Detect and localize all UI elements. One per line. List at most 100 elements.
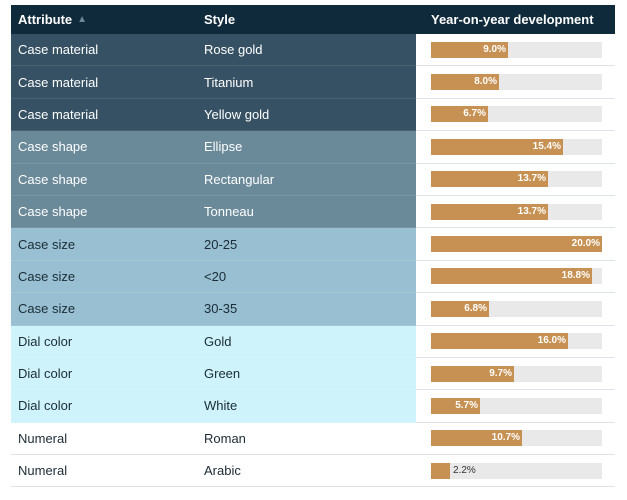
- yoy-cell: 9.0%: [416, 34, 615, 67]
- attribute-header-label: Attribute: [18, 12, 73, 27]
- attribute-cell: Dial color: [18, 333, 73, 349]
- bar-track: 6.8%: [431, 300, 602, 317]
- attribute-cell: Case material: [18, 74, 99, 90]
- bar-track: 10.7%: [431, 430, 602, 447]
- style-cell: 20-25: [204, 236, 238, 252]
- attribute-cell: Case material: [18, 42, 99, 58]
- style-cell: Tonneau: [204, 204, 254, 220]
- table-row[interactable]: Case size <20 18.8%: [11, 260, 615, 294]
- bar-fill: [431, 41, 508, 58]
- table-row[interactable]: Dial color White 5.7%: [11, 390, 615, 423]
- style-cell: 30-35: [204, 301, 238, 317]
- row-category-cells: Case shape Tonneau: [11, 195, 416, 229]
- yoy-header-label: Year-on-year development: [431, 12, 594, 27]
- row-category-cells: Case shape Ellipse: [11, 131, 416, 164]
- row-category-cells: Numeral Roman: [11, 422, 416, 456]
- bar-value-label: 16.0%: [537, 335, 566, 347]
- attribute-table: Attribute ▲ Style Year-on-year developme…: [11, 5, 615, 488]
- row-category-cells: Case material Yellow gold: [11, 98, 416, 132]
- column-header-style[interactable]: Style: [198, 5, 416, 34]
- row-category-cells: Case size 30-35: [11, 293, 416, 326]
- bar-fill: [431, 106, 488, 123]
- yoy-cell: 2.2%: [416, 455, 615, 488]
- table-row[interactable]: Case shape Tonneau 13.7%: [11, 195, 615, 229]
- attribute-cell: Numeral: [18, 430, 68, 446]
- bar-track: 13.7%: [431, 203, 602, 220]
- bar-fill: [431, 268, 592, 285]
- style-cell: Rectangular: [204, 171, 275, 187]
- attribute-cell: Case shape: [18, 139, 88, 155]
- bar-value-label: 13.7%: [517, 173, 546, 185]
- style-header-label: Style: [204, 12, 236, 27]
- table-row[interactable]: Numeral Roman 10.7%: [11, 422, 615, 456]
- bar-value-label: 18.8%: [561, 270, 590, 282]
- bar-fill: [431, 397, 480, 414]
- table-row[interactable]: Case material Yellow gold 6.7%: [11, 98, 615, 132]
- yoy-cell: 9.7%: [416, 357, 615, 391]
- row-category-cells: Case size 20-25: [11, 228, 416, 261]
- attribute-cell: Case size: [18, 301, 76, 317]
- bar-value-label: 5.7%: [455, 399, 478, 411]
- style-cell: <20: [204, 268, 227, 284]
- table-row[interactable]: Numeral Arabic 2.2%: [11, 455, 615, 488]
- bar-fill: [431, 138, 563, 155]
- row-category-cells: Case size <20: [11, 260, 416, 294]
- bar-value-label: 8.0%: [474, 76, 497, 88]
- table-header: Attribute ▲ Style Year-on-year developme…: [11, 5, 615, 34]
- style-cell: White: [204, 398, 238, 414]
- row-category-cells: Dial color White: [11, 390, 416, 423]
- style-cell: Ellipse: [204, 139, 243, 155]
- yoy-cell: 16.0%: [416, 325, 615, 358]
- bar-fill: [431, 333, 568, 350]
- style-cell: Yellow gold: [204, 106, 270, 122]
- row-category-cells: Case material Titanium: [11, 66, 416, 99]
- bar-fill: [431, 365, 514, 382]
- bar-fill: [431, 74, 499, 91]
- bar-track: 16.0%: [431, 333, 602, 350]
- row-category-cells: Dial color Gold: [11, 325, 416, 358]
- bar-value-label: 2.2%: [453, 464, 476, 476]
- bar-fill: [431, 171, 548, 188]
- bar-track: 20.0%: [431, 236, 602, 253]
- table-row[interactable]: Case material Rose gold 9.0%: [11, 34, 615, 67]
- table-row[interactable]: Case material Titanium 8.0%: [11, 66, 615, 99]
- row-category-cells: Case shape Rectangular: [11, 163, 416, 196]
- table-body: Case material Rose gold 9.0% Case material T…: [11, 34, 615, 488]
- row-category-cells: Dial color Green: [11, 357, 416, 391]
- bar-track: 5.7%: [431, 397, 602, 414]
- bar-track: 13.7%: [431, 171, 602, 188]
- table-row[interactable]: Case size 20-25 20.0%: [11, 228, 615, 261]
- column-header-yoy[interactable]: Year-on-year development: [416, 5, 615, 34]
- bar-value-label: 6.8%: [464, 302, 487, 314]
- bar-value-label: 13.7%: [517, 205, 546, 217]
- attribute-cell: Case material: [18, 106, 99, 122]
- table-row[interactable]: Case shape Rectangular 13.7%: [11, 163, 615, 196]
- bar-track: 6.7%: [431, 106, 602, 123]
- bar-track: 15.4%: [431, 138, 602, 155]
- row-category-cells: Case material Rose gold: [11, 34, 416, 67]
- table-row[interactable]: Dial color Gold 16.0%: [11, 325, 615, 358]
- style-cell: Green: [204, 366, 241, 382]
- row-category-cells: Numeral Arabic: [11, 455, 416, 488]
- sort-ascending-icon[interactable]: ▲: [77, 14, 88, 25]
- yoy-cell: 5.7%: [416, 390, 615, 423]
- bar-track: 18.8%: [431, 268, 602, 285]
- attribute-cell: Case shape: [18, 204, 88, 220]
- attribute-cell: Case size: [18, 268, 76, 284]
- bar-value-label: 6.7%: [463, 108, 486, 120]
- style-cell: Arabic: [204, 463, 241, 479]
- yoy-cell: 6.8%: [416, 293, 615, 326]
- column-header-attribute[interactable]: Attribute ▲: [11, 5, 198, 34]
- style-cell: Titanium: [204, 74, 254, 90]
- bar-track: 2.2%: [431, 462, 602, 479]
- yoy-cell: 8.0%: [416, 66, 615, 99]
- yoy-cell: 20.0%: [416, 228, 615, 261]
- bar-value-label: 9.7%: [489, 367, 512, 379]
- bar-fill: [431, 430, 522, 447]
- attribute-cell: Case shape: [18, 171, 88, 187]
- yoy-cell: 6.7%: [416, 98, 615, 132]
- table-row[interactable]: Case shape Ellipse 15.4%: [11, 131, 615, 164]
- style-cell: Gold: [204, 333, 232, 349]
- table-row[interactable]: Dial color Green 9.7%: [11, 357, 615, 391]
- table-row[interactable]: Case size 30-35 6.8%: [11, 293, 615, 326]
